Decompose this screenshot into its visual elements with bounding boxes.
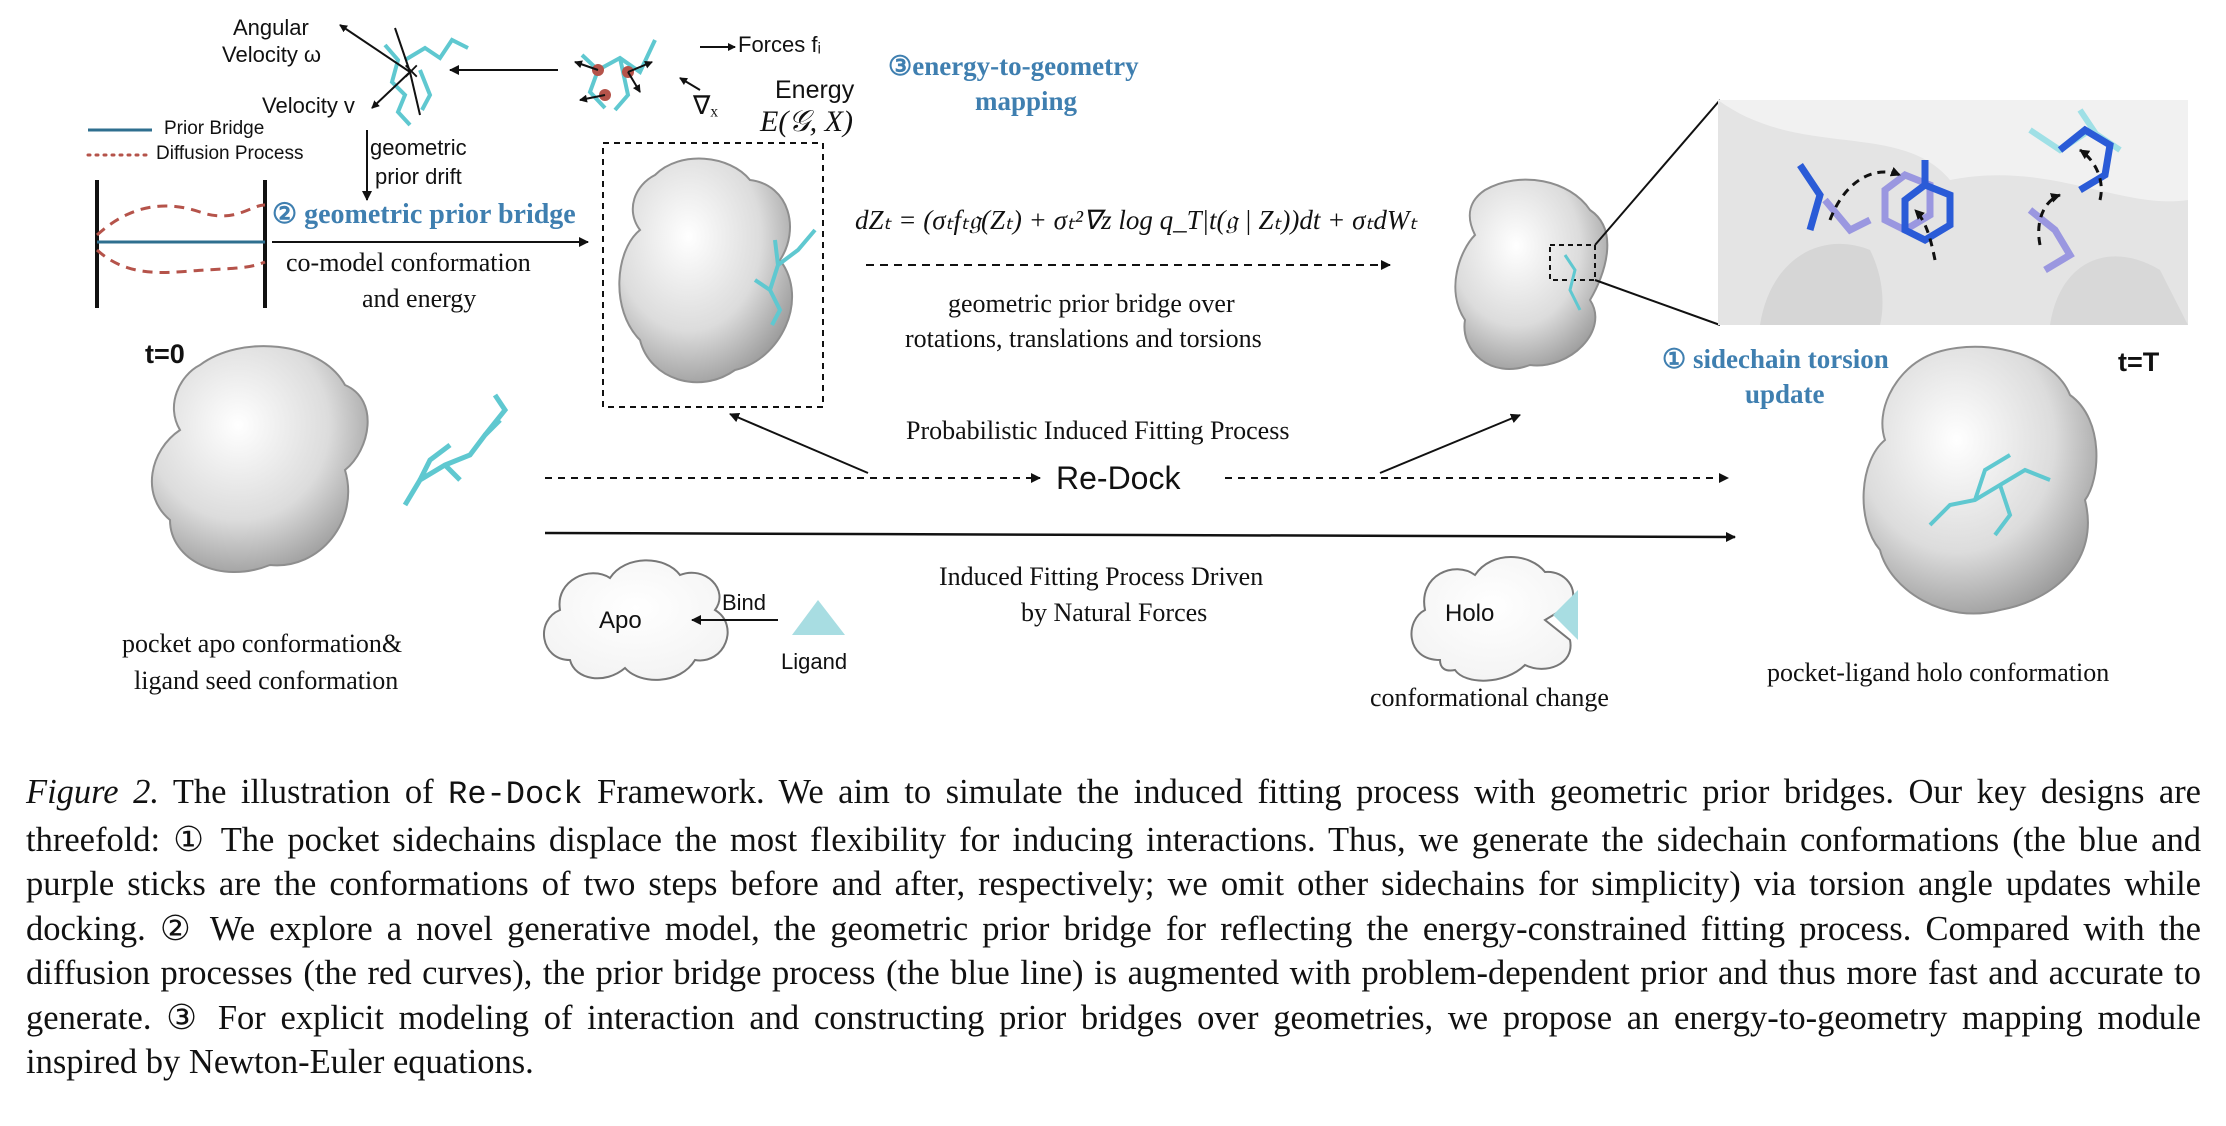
docking-box (602, 142, 824, 408)
figure-2: × (86, 15, 2188, 712)
ligand-label: Ligand (781, 649, 848, 674)
zoom-line-bottom (1594, 279, 1721, 326)
redock-label: Re-Dock (1056, 460, 1181, 496)
sidechain-title-2: update (1745, 379, 1825, 409)
ligand-holo (1928, 453, 2051, 537)
holo-label: Holo (1445, 600, 1495, 627)
ligand-seed (402, 393, 509, 507)
tT-label: t=T (2118, 347, 2160, 377)
energy-label: Energy (775, 76, 855, 104)
ligand-box (753, 228, 817, 326)
apo-cloud (543, 559, 845, 681)
molecule-velocity (383, 37, 469, 127)
induced-label-1: Induced Fitting Process Driven (939, 562, 1264, 591)
protein-surface-middle (1454, 178, 1609, 370)
comodel-label-1: co-model conformation (286, 248, 531, 277)
holo-caption: pocket-ligand holo conformation (1767, 658, 2110, 687)
bind-label: Bind (722, 590, 767, 615)
figure-graphics: × (86, 24, 2188, 682)
energy-to-geometry-title-1: ③energy-to-geometry (888, 51, 1139, 81)
holo-cloud (1410, 556, 1578, 682)
apo-caption-2: ligand seed conformation (134, 666, 399, 695)
protein-surface-box (618, 157, 793, 384)
apo-caption-1: pocket apo conformation& (122, 629, 403, 658)
bridge-diagram (95, 180, 589, 308)
apo-label: Apo (599, 607, 642, 634)
figure-caption: Figure 2. The illustration of Re-Dock Fr… (26, 770, 2201, 1085)
sde-desc-1: geometric prior bridge over (948, 289, 1235, 318)
drift-label-2: prior drift (375, 164, 462, 189)
apo-protein-surface (150, 345, 369, 574)
drift-label-1: geometric (370, 135, 467, 160)
legend (86, 128, 154, 157)
energy-expression: E(𝒢, X) (760, 105, 853, 138)
sde-equation: dZₜ = (σₜfₜ𝔤(Zₜ) + σₜ²∇z log q_T|t(𝔤 | Z… (855, 205, 1418, 235)
zoom-line-top (1594, 99, 1721, 246)
caption-framework-name: Re-Dock (448, 776, 583, 813)
process-arrows (544, 412, 1736, 542)
conformational-change-label: conformational change (1370, 683, 1609, 712)
probabilistic-label: Probabilistic Induced Fitting Process (906, 416, 1290, 445)
angular-label-2: Velocity ω (222, 42, 322, 67)
comodel-label-2: and energy (362, 284, 477, 313)
nabla-label: ∇ₓ (693, 91, 718, 120)
molecule-forces (574, 39, 736, 112)
geometric-prior-bridge-title: ② geometric prior bridge (272, 199, 576, 230)
velocity-arrows (339, 24, 558, 201)
caption-body: Framework. We aim to simulate the induce… (26, 773, 2201, 1081)
legend-prior-bridge: Prior Bridge (164, 118, 265, 139)
caption-pre: The illustration of (158, 773, 449, 811)
induced-label-2: by Natural Forces (1021, 598, 1208, 627)
sidechain-title-1: ① sidechain torsion (1662, 344, 1889, 374)
sde-desc-2: rotations, translations and torsions (905, 324, 1262, 353)
energy-to-geometry-title-2: mapping (975, 86, 1078, 116)
forces-label: Forces fᵢ (738, 32, 821, 57)
cross-mark: × (402, 59, 420, 84)
t0-label: t=0 (145, 339, 185, 369)
velocity-label: Velocity v (262, 93, 355, 118)
angular-label-1: Angular (233, 15, 309, 40)
sidechain-inset (1718, 100, 2188, 325)
caption-label: Figure 2. (26, 773, 159, 811)
ligand-middle (1563, 254, 1582, 311)
legend-diffusion: Diffusion Process (156, 143, 304, 164)
